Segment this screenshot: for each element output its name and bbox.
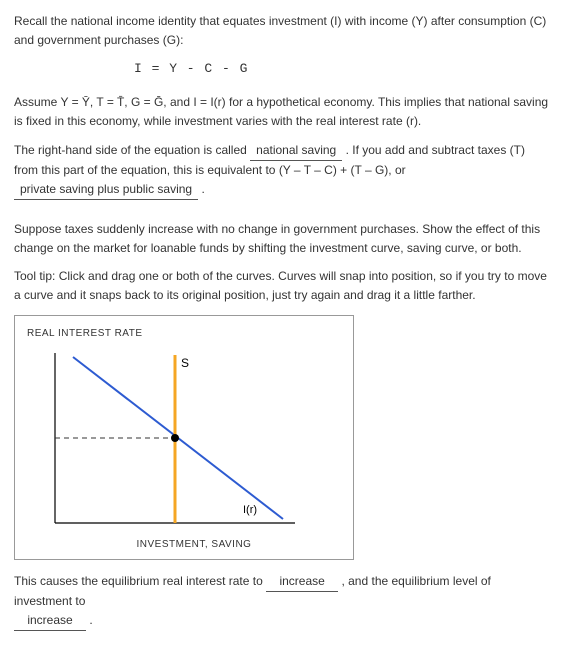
- intro-paragraph-1: Recall the national income identity that…: [14, 12, 549, 49]
- chart-svg[interactable]: S I(r): [25, 343, 325, 533]
- loanable-funds-chart[interactable]: REAL INTEREST RATE S I(r) INVESTMENT, SAV…: [14, 315, 354, 560]
- fill-blank-paragraph-1: The right-hand side of the equation is c…: [14, 141, 549, 201]
- equilibrium-point: [171, 434, 179, 442]
- intro-paragraph-2: Assume Y = Ȳ, T = T̄, G = Ḡ, and I = I(r…: [14, 93, 549, 130]
- income-identity-equation: I = Y - C - G: [134, 59, 549, 79]
- blank-investment-direction[interactable]: increase: [14, 611, 86, 632]
- s-curve-label: S: [181, 356, 189, 370]
- y-axis-title: REAL INTEREST RATE: [27, 326, 343, 342]
- x-axis-title: INVESTMENT, SAVING: [45, 537, 343, 553]
- text-segment: The right-hand side of the equation is c…: [14, 143, 250, 157]
- blank-rate-direction[interactable]: increase: [266, 572, 338, 593]
- text-segment: This causes the equilibrium real interes…: [14, 574, 266, 588]
- text-segment: .: [201, 182, 204, 196]
- blank-national-saving[interactable]: national saving: [250, 141, 342, 162]
- scenario-paragraph: Suppose taxes suddenly increase with no …: [14, 220, 549, 257]
- i-curve-label: I(r): [243, 504, 257, 516]
- conclusion-paragraph: This causes the equilibrium real interes…: [14, 572, 549, 632]
- text-segment: .: [89, 613, 92, 627]
- tooltip-paragraph: Tool tip: Click and drag one or both of …: [14, 267, 549, 304]
- blank-private-public-saving[interactable]: private saving plus public saving: [14, 180, 198, 201]
